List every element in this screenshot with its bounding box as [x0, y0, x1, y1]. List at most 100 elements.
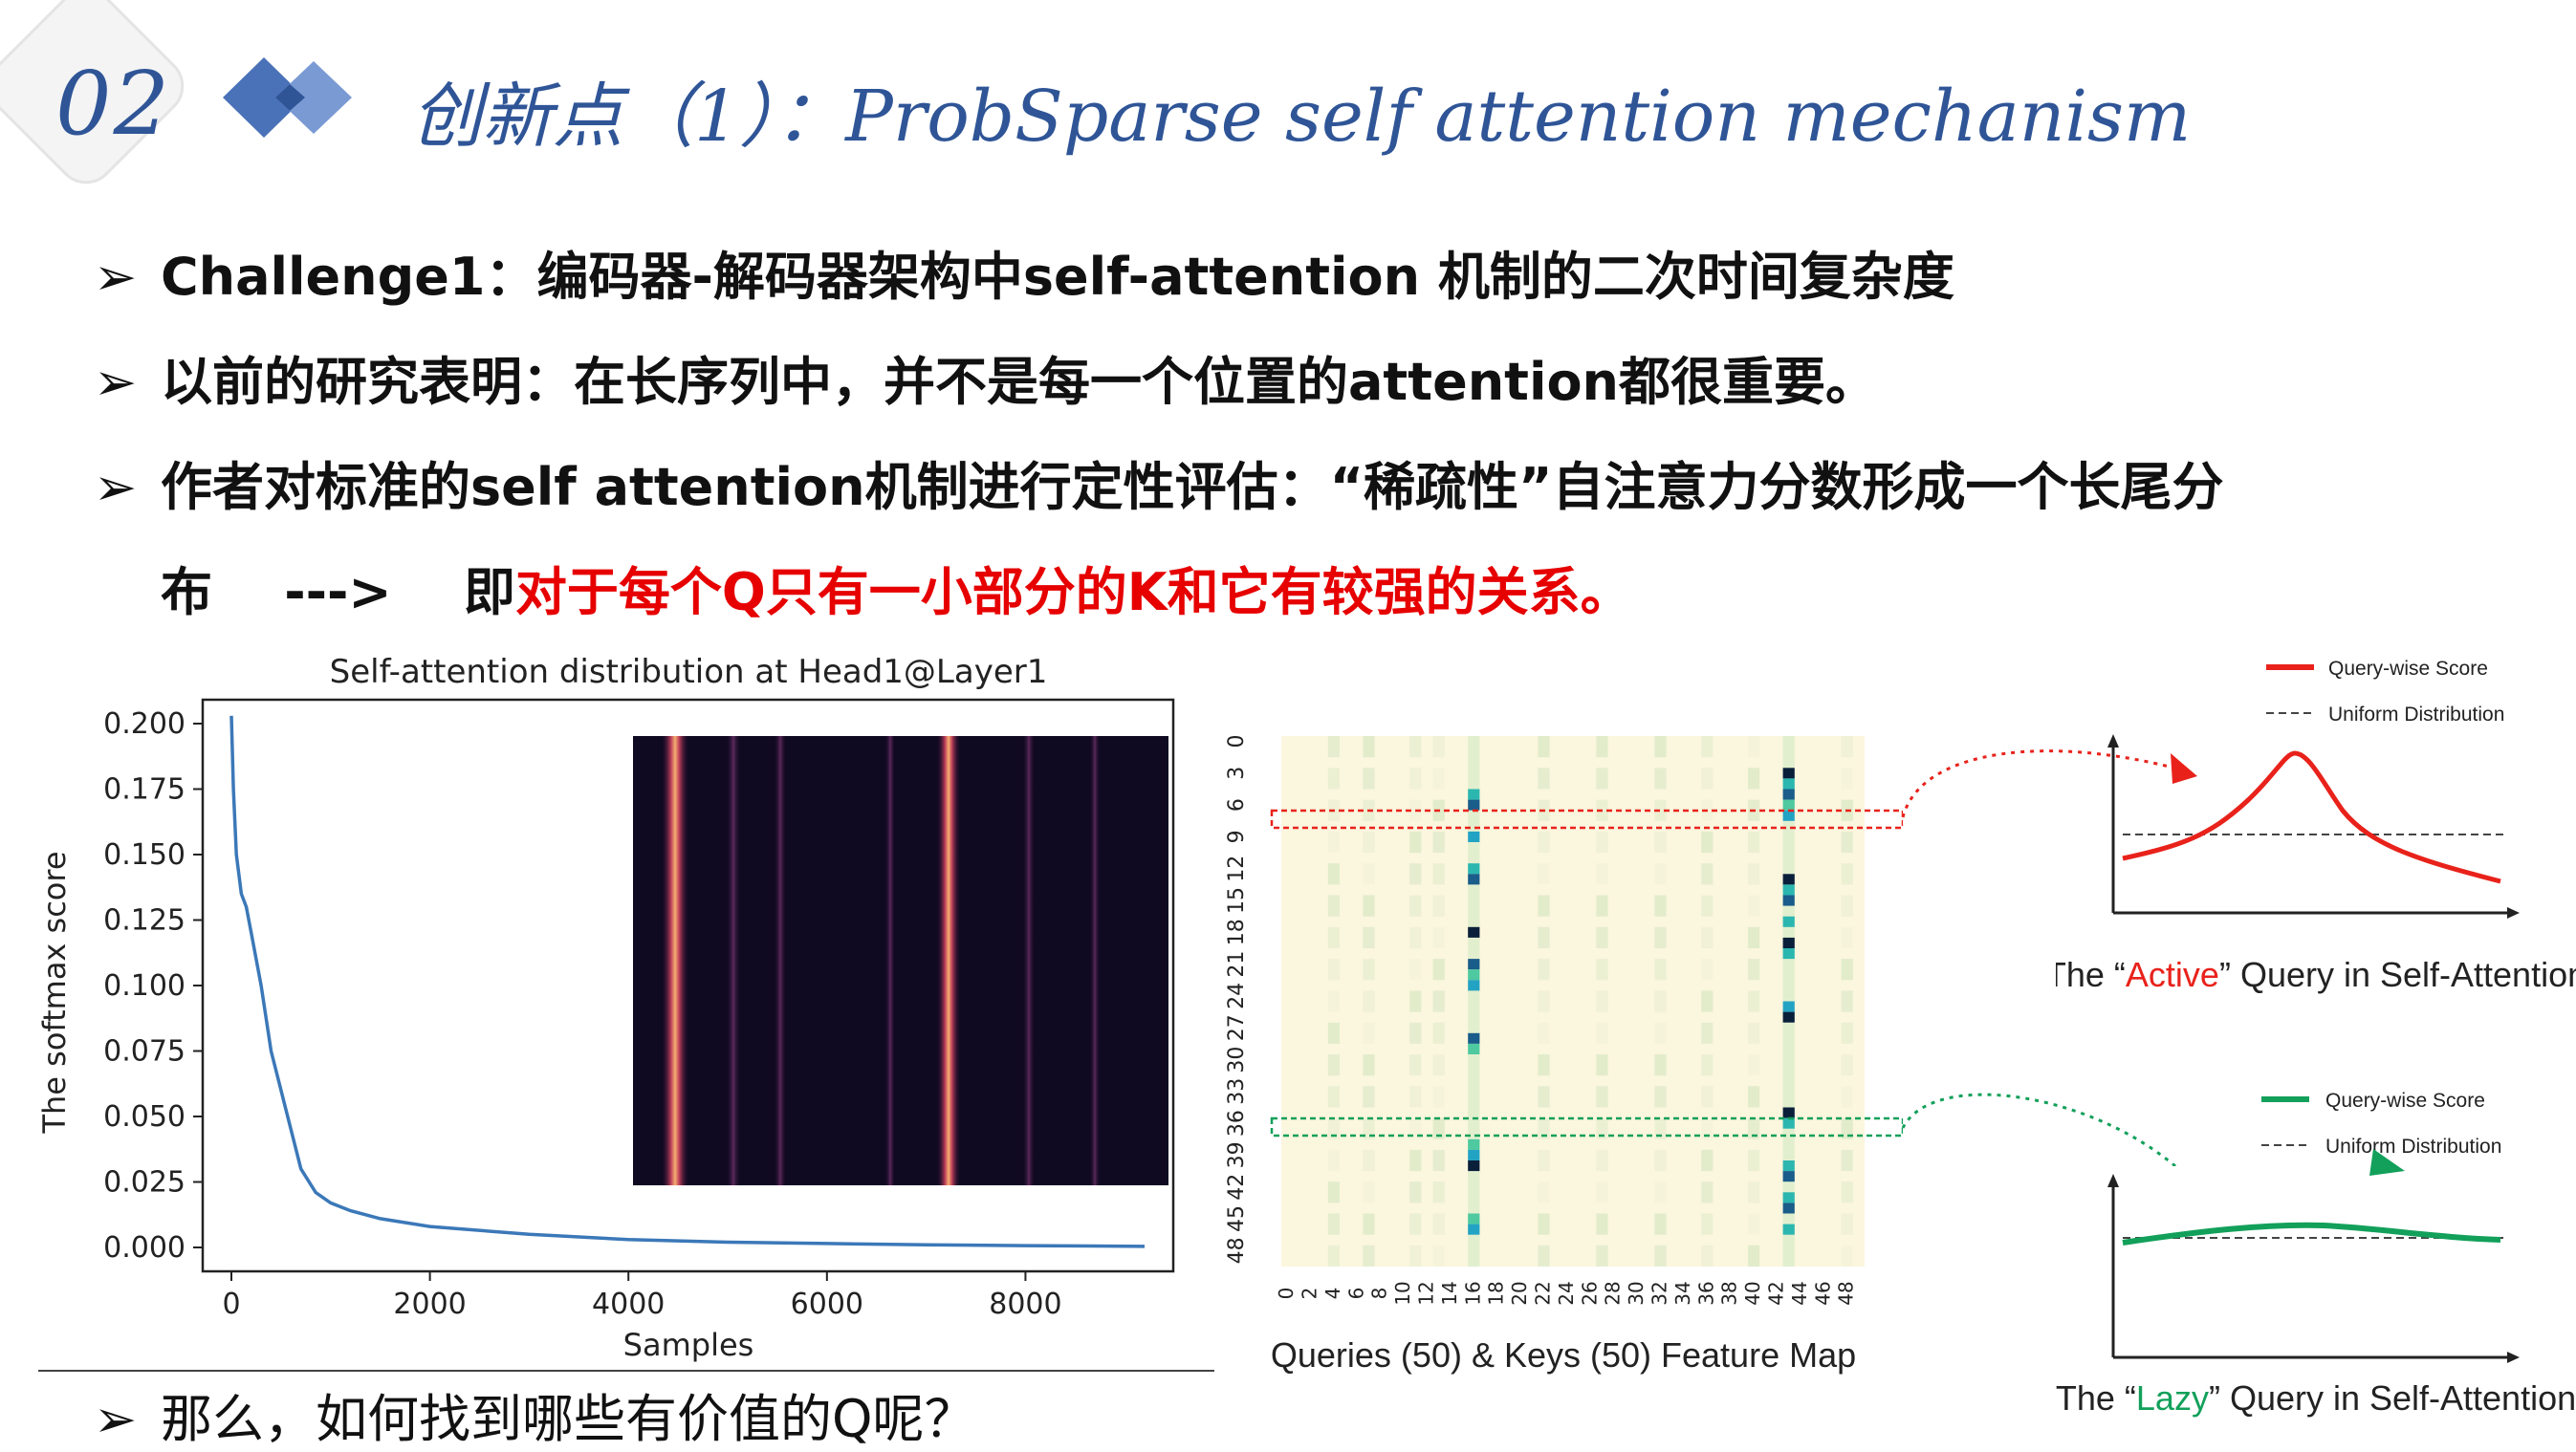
heatmap-cell [1327, 831, 1340, 854]
heatmap-y-tick-label: 27 [1225, 1014, 1249, 1041]
heatmap-cell [1782, 1203, 1795, 1214]
heatmap-cell [1841, 959, 1853, 981]
heatmap-y-tick-label: 48 [1225, 1237, 1249, 1264]
heatmap-cell [1701, 1086, 1714, 1108]
heatmap-cell [1468, 1160, 1480, 1172]
heatmap-y-tick-label: 30 [1225, 1047, 1249, 1073]
heatmap-x-tick-label: 10 [1391, 1281, 1414, 1305]
heatmap-cell [1538, 863, 1550, 885]
heatmap-cell [1432, 1245, 1445, 1267]
heatmap-cell [1748, 990, 1760, 1012]
heatmap-cell [1654, 895, 1667, 917]
heatmap-cell [1468, 969, 1480, 981]
y-tick-label: 0.050 [103, 1100, 186, 1134]
heatmap-cell [1654, 990, 1667, 1012]
heatmap-cell [1701, 1149, 1714, 1172]
heatmap-cell [1748, 959, 1760, 981]
logo-background-shape [0, 0, 185, 184]
heatmap-cell [1841, 831, 1853, 854]
heatmap-x-tick-label: 26 [1578, 1281, 1601, 1305]
heatmap-cell [1363, 895, 1375, 917]
heatmap-cell [1432, 1181, 1445, 1203]
heatmap-cell [1701, 1181, 1714, 1203]
heatmap-cell [1701, 990, 1714, 1012]
heatmap-cell [1409, 895, 1422, 917]
heatmap-x-tick-label: 46 [1811, 1281, 1834, 1305]
heatmap-cell [1782, 810, 1795, 821]
heatmap-x-tick-label: 32 [1648, 1281, 1671, 1305]
heatmap-cell [1363, 1054, 1375, 1076]
heatmap-cell [1327, 959, 1340, 981]
axis-arrow-icon [2107, 1174, 2119, 1187]
bullet-continuation: 布 ---> 即对于每个Q只有一小部分的K和它有较强的关系。 [161, 550, 1632, 625]
bullet-question: ➢ 那么，如何找到哪些有价值的Q呢？ [94, 1376, 976, 1452]
heatmap-y-tick-label: 39 [1225, 1141, 1249, 1168]
heatmap-cell [1363, 768, 1375, 790]
legend-score-label: Query-wise Score [2325, 1090, 2485, 1112]
heatmap-cell [1409, 863, 1422, 885]
heatmap-cell [1782, 1107, 1795, 1118]
heatmap-cell [1327, 863, 1340, 885]
heatmap-cell [1327, 1086, 1340, 1108]
arrow-bullet-icon: ➢ [94, 457, 138, 517]
heatmap-cell [1748, 1022, 1760, 1044]
heatmap-cell [1327, 926, 1340, 948]
heatmap-x-tick-label: 2 [1299, 1288, 1321, 1300]
y-tick-label: 0.100 [103, 969, 186, 1003]
heatmap-cell [1409, 926, 1422, 948]
heatmap-cell [1782, 1011, 1795, 1023]
heatmap-cell [1432, 990, 1445, 1012]
heatmap-x-tick-label: 28 [1602, 1281, 1625, 1305]
heatmap-cell [1468, 1043, 1480, 1054]
heatmap-cell [1363, 1117, 1375, 1139]
heatmap-cell [1748, 895, 1760, 917]
heatmap-cell [1538, 831, 1550, 854]
heatmap-cell [1409, 831, 1422, 854]
y-tick-label: 0.175 [103, 773, 186, 807]
heatmap-cell [1432, 1149, 1445, 1172]
lazy-row-highlight [1270, 1116, 1903, 1138]
heatmap-cell [1782, 1117, 1795, 1129]
heatmap-cell [1596, 1117, 1608, 1139]
page-title: 创新点（1）：ProbSparse self attention mechani… [411, 76, 2192, 158]
heatmap-cell [1538, 1022, 1550, 1044]
heatmap-cell [1654, 1054, 1667, 1076]
arrow-bullet-icon: ➢ [94, 247, 138, 307]
heatmap-cell [1432, 959, 1445, 981]
y-axis: 0.000 0.025 0.050 0.075 0.100 0.125 0.150 0.175… [103, 707, 203, 1265]
heatmap-cell [1468, 1149, 1480, 1160]
heatmap-cell [1363, 1245, 1375, 1267]
heatmap-x-tick-label: 8 [1368, 1288, 1391, 1300]
heatmap-cell [1538, 1149, 1550, 1172]
heatmap-cell [1701, 831, 1714, 854]
heatmap-y-tick-label: 9 [1225, 830, 1249, 843]
legend-score-label: Query-wise Score [2328, 658, 2488, 680]
heatmap-cell [1327, 1117, 1340, 1139]
chart-title: Self-attention distribution at Head1@Lay… [330, 653, 1048, 691]
heatmap-y-tick-label: 3 [1225, 767, 1249, 780]
heatmap-cell [1327, 1181, 1340, 1203]
heatmap-cell [1596, 926, 1608, 948]
heatmap-cell [1363, 1022, 1375, 1044]
heatmap-cell [1327, 768, 1340, 790]
heatmap-cell [1432, 1054, 1445, 1076]
heatmap-cell [1363, 959, 1375, 981]
lazy-score-curve [2122, 1222, 2501, 1246]
heatmap-cell [1432, 863, 1445, 885]
heatmap-cell [1748, 1245, 1760, 1267]
heatmap-cell [1701, 1245, 1714, 1267]
heatmap-cell [1409, 1054, 1422, 1076]
heatmap-x-tick-label: 40 [1741, 1281, 1764, 1305]
softmax-distribution-chart: Self-attention distribution at Head1@Lay… [36, 653, 1175, 1363]
heatmap-cell [1596, 895, 1608, 917]
heatmap-cell [1841, 736, 1853, 758]
heatmap-cell [1701, 1213, 1714, 1235]
heatmap-cell [1841, 926, 1853, 948]
heatmap-cell [1841, 1245, 1853, 1267]
bullet-previous-research: ➢ 以前的研究表明：在长序列中，并不是每一个位置的attention都很重要。 [94, 339, 1877, 415]
heatmap-cell [1596, 831, 1608, 854]
heatmap-y-tick-label: 24 [1225, 983, 1249, 1009]
heatmap-x-tick-label: 4 [1321, 1288, 1344, 1300]
heatmap-x-tick-label: 18 [1485, 1281, 1508, 1305]
